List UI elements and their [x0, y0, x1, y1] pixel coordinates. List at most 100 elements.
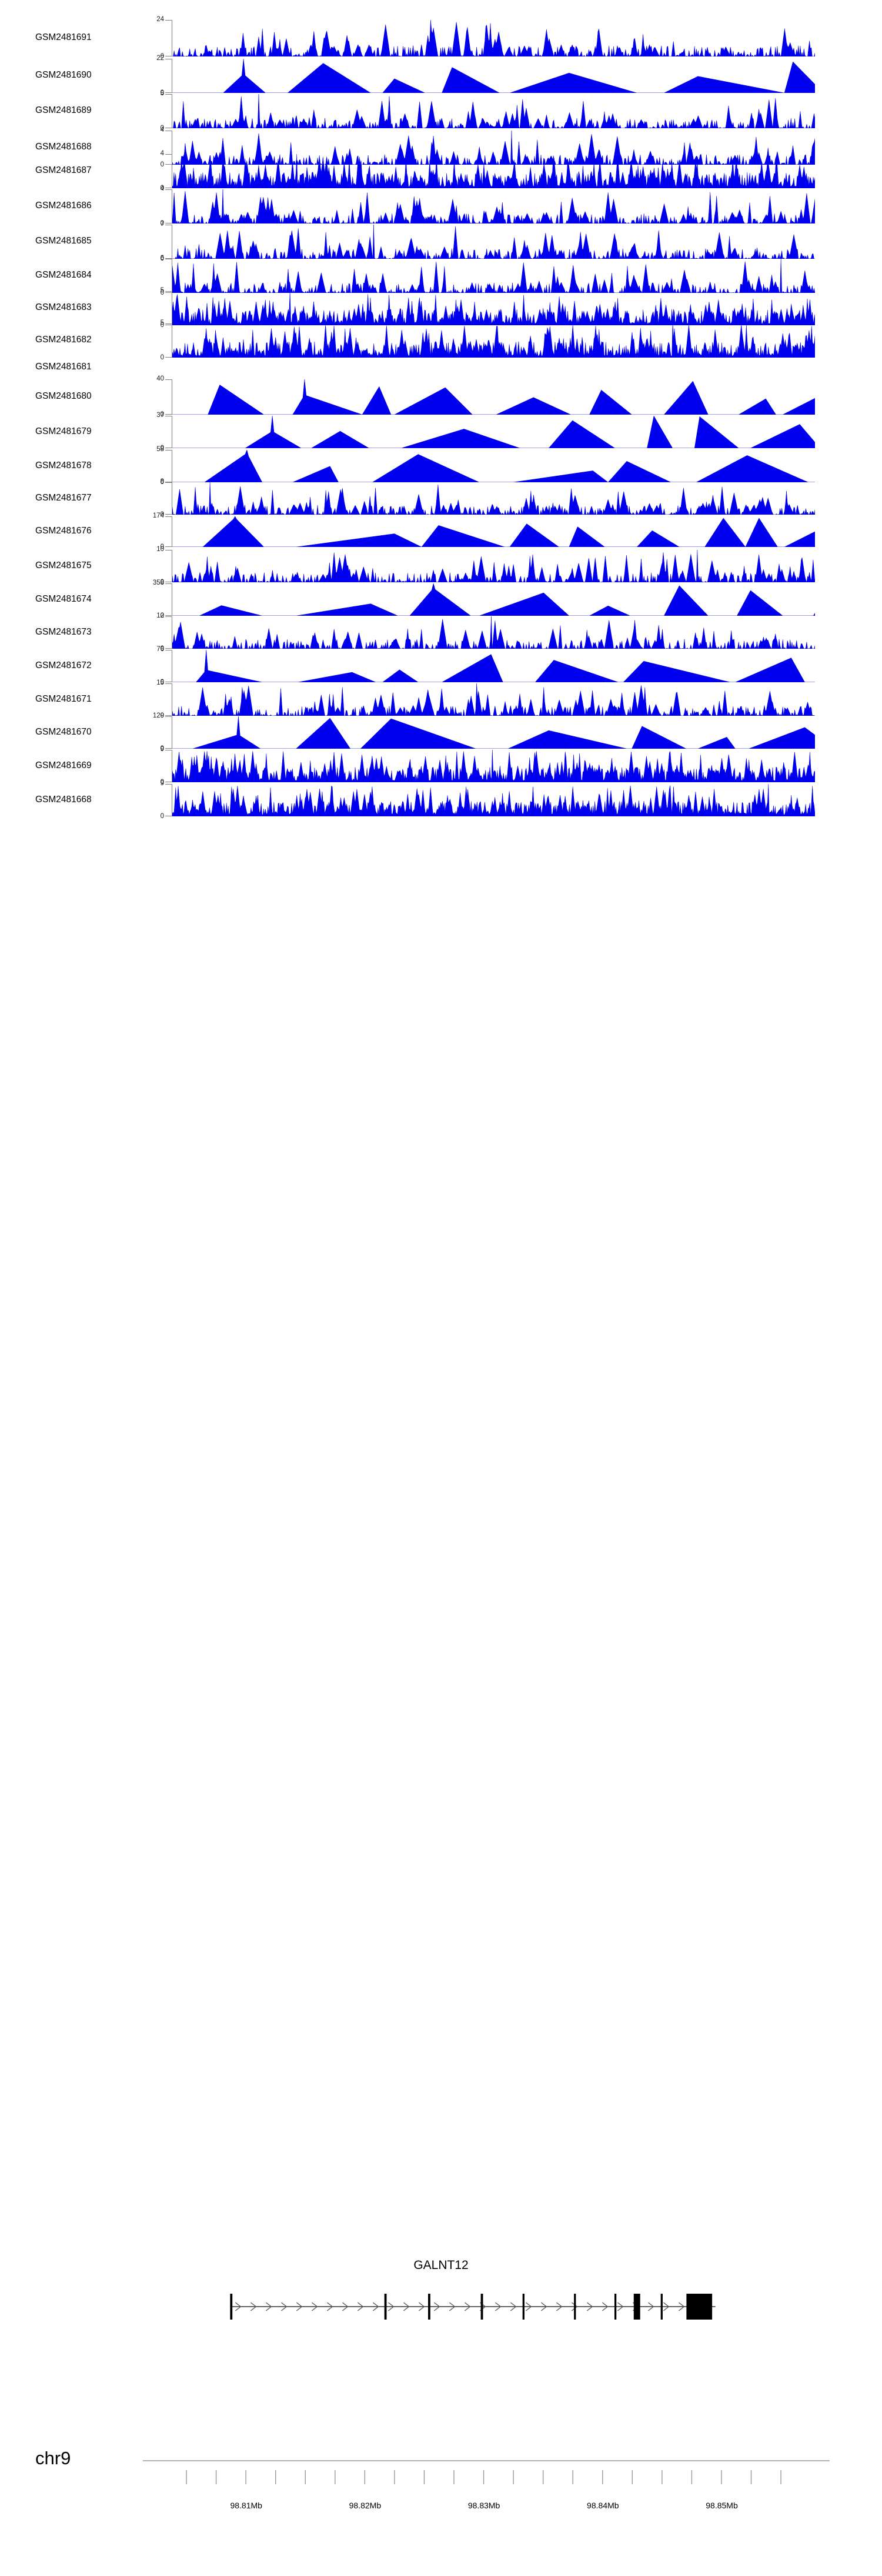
coverage-track-gsm2481672[interactable]: GSM2481672 76 0	[0, 646, 882, 685]
track-label: GSM2481679	[35, 426, 92, 436]
axis-min-value: 0	[160, 161, 164, 168]
axis-max-value: 12	[156, 612, 164, 619]
track-label: GSM2481669	[35, 760, 92, 770]
coverage-plot-area[interactable]	[172, 583, 815, 616]
track-label: GSM2481689	[35, 105, 92, 115]
axis-tick-max	[165, 583, 172, 585]
chromosome-tick-label: 98.84Mb	[587, 2501, 619, 2510]
track-label: GSM2481682	[35, 335, 92, 345]
coverage-plot-area[interactable]	[172, 379, 815, 415]
coverage-track-gsm2481670[interactable]: GSM2481670 129 0	[0, 712, 882, 752]
axis-min-value: 0	[160, 678, 164, 686]
coverage-plot-area[interactable]	[172, 416, 815, 448]
axis-max-value: 4	[160, 126, 164, 134]
axis-min-value: 0	[160, 543, 164, 550]
axis-max-value: 4	[160, 185, 164, 192]
coverage-track-gsm2481688[interactable]: GSM2481688 4 0	[0, 126, 882, 168]
coverage-plot-area[interactable]	[172, 323, 815, 358]
track-label: GSM2481684	[35, 270, 92, 280]
axis-max-value: 40	[156, 375, 164, 382]
coverage-plot-area[interactable]	[172, 616, 815, 649]
axis-max-value: 58	[156, 446, 164, 453]
coverage-track-gsm2481680[interactable]: GSM2481680 40 0	[0, 375, 882, 418]
axis-tick-max	[165, 189, 172, 191]
coverage-plot-area[interactable]	[172, 94, 815, 128]
axis-max-value: 15	[156, 679, 164, 686]
coverage-plot-area[interactable]	[172, 550, 815, 582]
coverage-plot-area[interactable]	[172, 154, 815, 188]
coverage-track-gsm2481685[interactable]: GSM2481685 7 0	[0, 221, 882, 262]
coverage-track-gsm2481674[interactable]: GSM2481674 358 0	[0, 579, 882, 619]
axis-min-value: 0	[160, 745, 164, 752]
coverage-plot-area[interactable]	[172, 516, 815, 547]
coverage-plot-area[interactable]	[172, 59, 815, 93]
coverage-plot-area[interactable]	[172, 291, 815, 325]
axis-max-value: 24	[156, 16, 164, 23]
coverage-plot-area[interactable]	[172, 650, 815, 682]
track-label: GSM2481675	[35, 560, 92, 570]
track-label: GSM2481668	[35, 794, 92, 805]
chromosome-label: chr9	[35, 2448, 71, 2468]
coverage-track-gsm2481671[interactable]: GSM2481671 15 0	[0, 679, 882, 719]
track-label: GSM2481688	[35, 142, 92, 152]
coverage-track-gsm2481683[interactable]: GSM2481683 5 0	[0, 287, 882, 328]
chromosome-ruler	[0, 2435, 882, 2517]
gene-model-diagram	[0, 2278, 882, 2325]
track-label: GSM2481685	[35, 236, 92, 246]
axis-min-value: 0	[160, 289, 164, 296]
axis-min-value: 0	[160, 184, 164, 192]
coverage-track-gsm2481684[interactable]: GSM2481684 6 0	[0, 255, 882, 296]
coverage-track-gsm2481675[interactable]: GSM2481675 10 0	[0, 546, 882, 585]
chromosome-tick-label: 98.82Mb	[349, 2501, 382, 2510]
coverage-plot-area[interactable]	[172, 784, 815, 816]
axis-tick-max	[165, 516, 172, 518]
coverage-track-gsm2481686[interactable]: GSM2481686 4 0	[0, 185, 882, 226]
coverage-plot-area[interactable]	[172, 20, 815, 56]
axis-tick-max	[165, 450, 172, 451]
coverage-plot-area[interactable]	[172, 450, 815, 482]
track-label: GSM2481687	[35, 165, 92, 175]
coverage-track-gsm2481678[interactable]: GSM2481678 58 0	[0, 446, 882, 485]
axis-tick-max	[165, 482, 172, 483]
chromosome-tick-label: 98.85Mb	[706, 2501, 738, 2510]
coverage-track-gsm2481690[interactable]: GSM2481690 22 0	[0, 55, 882, 96]
coverage-plot-area[interactable]	[172, 683, 815, 716]
axis-max-value: 7	[160, 221, 164, 228]
coverage-track-gsm2481679[interactable]: GSM2481679 37 0	[0, 412, 882, 451]
axis-tick-min	[165, 92, 172, 93]
coverage-track-gsm2481689[interactable]: GSM2481689 5 0	[0, 90, 882, 131]
track-label: GSM2481678	[35, 460, 92, 471]
coverage-plot-area[interactable]	[172, 716, 815, 749]
coverage-track-gsm2481687[interactable]: GSM2481687 4 0	[0, 150, 882, 191]
gene-model-track: GALNT12	[0, 2258, 882, 2329]
axis-tick-min	[165, 356, 172, 358]
chromosome-axis: chr9 98.81Mb 98.82Mb 98.83Mb 98.84Mb 98.85Mb	[0, 2435, 882, 2552]
axis-max-value: 8	[160, 478, 164, 485]
axis-min-value: 0	[160, 353, 164, 361]
axis-min-value: 0	[160, 321, 164, 329]
coverage-track-gsm2481691[interactable]: GSM2481691 24 0	[0, 16, 882, 59]
axis-min-value: 0	[160, 478, 164, 486]
axis-max-value: 129	[152, 712, 164, 719]
axis-max-value: 5	[160, 287, 164, 294]
track-label: GSM2481672	[35, 660, 92, 670]
coverage-track-gsm2481681[interactable]: GSM2481681	[0, 356, 882, 379]
axis-min-value: 0	[160, 510, 164, 518]
axis-max-value: 37	[156, 412, 164, 419]
coverage-track-gsm2481682[interactable]: GSM2481682 5 0	[0, 319, 882, 361]
axis-max-value: 9	[160, 780, 164, 787]
coverage-plot-area[interactable]	[172, 131, 815, 165]
coverage-track-gsm2481676[interactable]: GSM2481676 174 0	[0, 512, 882, 550]
coverage-plot-area[interactable]	[172, 750, 815, 782]
coverage-track-gsm2481677[interactable]: GSM2481677 8 0	[0, 478, 882, 518]
coverage-track-gsm2481668[interactable]: GSM2481668 9 0	[0, 780, 882, 819]
coverage-plot-area[interactable]	[172, 225, 815, 259]
coverage-track-gsm2481669[interactable]: GSM2481669 9 0	[0, 746, 882, 785]
coverage-plot-area[interactable]	[172, 482, 815, 515]
track-label: GSM2481691	[35, 32, 92, 42]
coverage-plot-area[interactable]	[172, 189, 815, 223]
axis-min-value: 0	[160, 89, 164, 96]
coverage-track-gsm2481673[interactable]: GSM2481673 12 0	[0, 612, 882, 652]
track-label: GSM2481670	[35, 726, 92, 737]
coverage-plot-area[interactable]	[172, 259, 815, 293]
